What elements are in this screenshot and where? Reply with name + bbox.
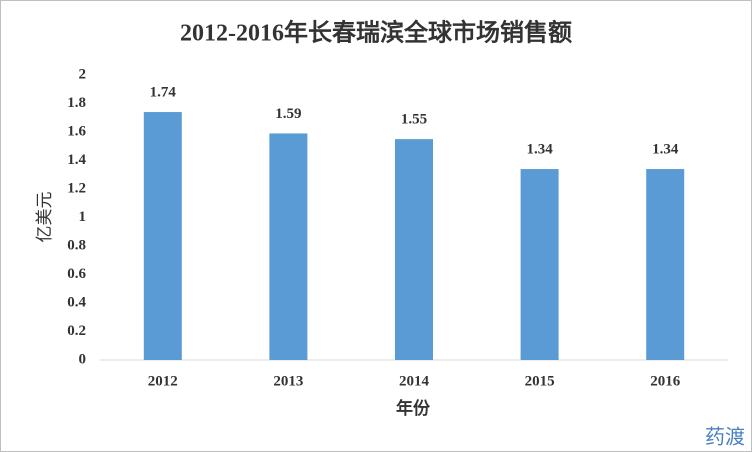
y-tick-label: 1.2	[67, 180, 86, 196]
data-label: 1.34	[526, 141, 553, 157]
y-axis-title: 亿美元	[35, 192, 54, 243]
y-tick-label: 0.2	[67, 323, 86, 339]
y-tick-label: 0	[79, 351, 87, 367]
data-label: 1.34	[652, 141, 679, 157]
data-label: 1.55	[401, 112, 427, 128]
bar	[143, 112, 182, 360]
x-tick-label: 2015	[525, 373, 555, 389]
chart-title: 2012-2016年长春瑞滨全球市场销售额	[180, 19, 572, 47]
bar	[520, 169, 559, 360]
x-tick-label: 2016	[650, 373, 681, 389]
x-tick-label: 2014	[399, 373, 430, 389]
y-tick-label: 1.4	[67, 152, 86, 168]
y-tick-label: 0.4	[67, 294, 86, 310]
x-tick-label: 2012	[148, 373, 178, 389]
y-tick-label: 0.6	[67, 266, 86, 282]
bar	[269, 133, 308, 360]
bar	[395, 139, 433, 360]
data-label: 1.74	[150, 84, 177, 100]
y-tick-label: 2	[79, 66, 87, 82]
y-tick-label: 1.6	[67, 123, 86, 139]
y-tick-label: 1.8	[67, 95, 86, 111]
y-tick-label: 0.8	[67, 237, 86, 253]
bar	[646, 169, 685, 360]
data-label: 1.59	[275, 106, 301, 122]
x-axis-title: 年份	[396, 398, 431, 418]
y-tick-label: 1	[79, 209, 87, 225]
watermark: 药渡	[705, 425, 745, 449]
x-tick-label: 2013	[273, 373, 303, 389]
